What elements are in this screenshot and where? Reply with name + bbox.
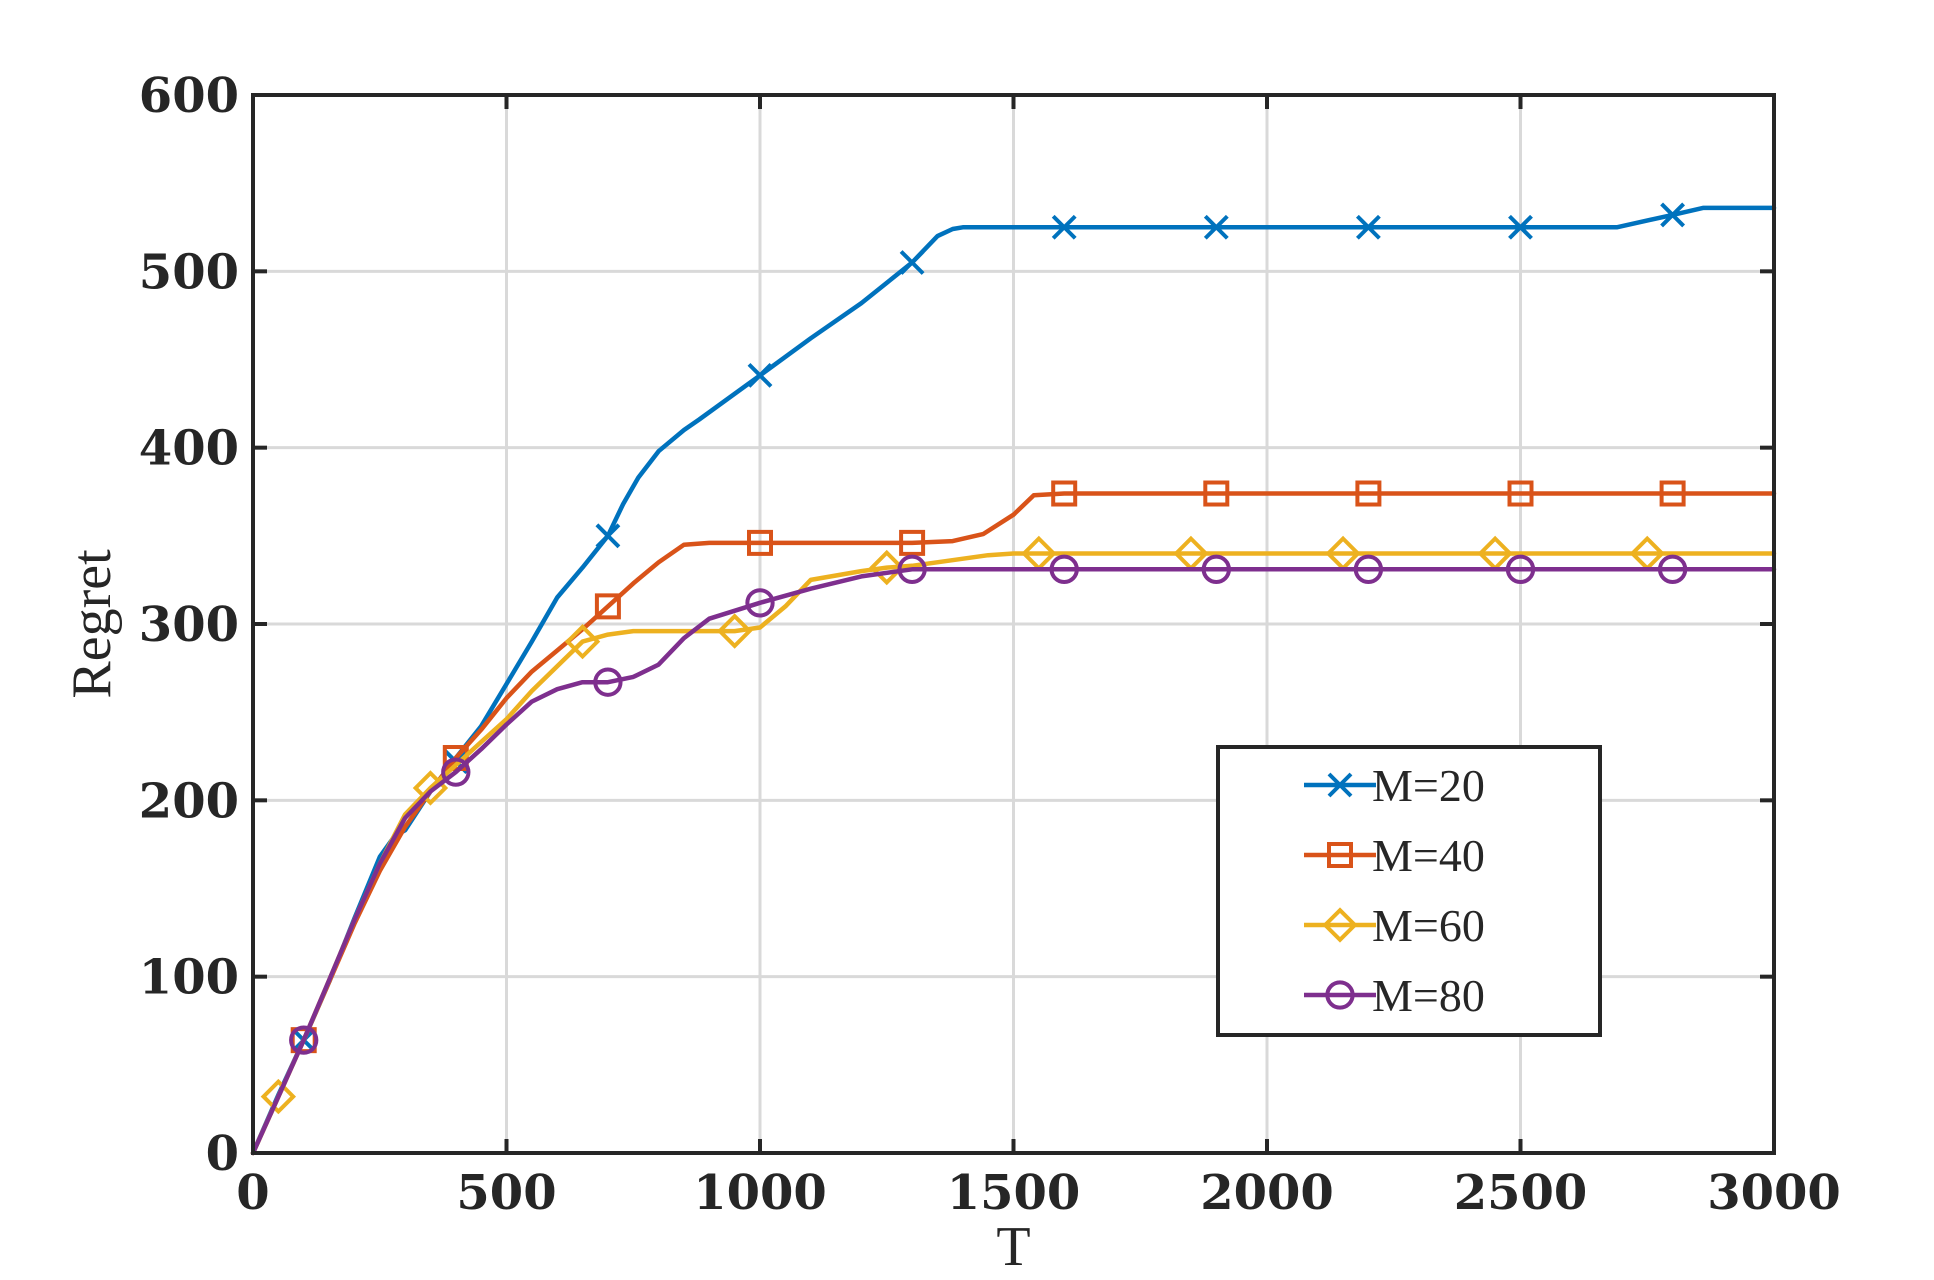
y-tick-label: 600 — [139, 68, 239, 124]
series-marker — [1049, 554, 1079, 584]
x-axis-label: T — [996, 1216, 1030, 1278]
y-tick-label: 100 — [139, 950, 239, 1006]
series-marker — [289, 1025, 319, 1055]
series-marker — [897, 554, 927, 584]
y-axis-label: Regret — [61, 549, 123, 699]
legend-marker-swatch — [1327, 842, 1353, 868]
x-tick-label: 500 — [456, 1165, 556, 1221]
legend-label: M=80 — [1372, 970, 1485, 1021]
series-marker — [899, 529, 926, 556]
series-marker — [1201, 554, 1231, 584]
series-marker — [1659, 480, 1686, 507]
legend-label: M=60 — [1372, 900, 1485, 951]
series-line — [250, 567, 1777, 1156]
series-marker — [564, 623, 601, 660]
series-marker — [716, 613, 753, 649]
series-line — [250, 491, 1777, 1156]
y-tick-label: 300 — [139, 597, 239, 653]
legend-label: M=40 — [1372, 830, 1485, 881]
series-marker — [1051, 480, 1078, 507]
series-marker — [1203, 214, 1229, 240]
series-marker — [1657, 554, 1688, 584]
legend-marker-swatch — [1327, 772, 1353, 798]
series-marker — [1355, 214, 1381, 240]
legend-marker-swatch — [1322, 907, 1358, 943]
series-marker — [869, 549, 905, 586]
y-tick-label: 500 — [139, 244, 239, 300]
x-tick-label: 1000 — [693, 1165, 827, 1221]
series-marker — [594, 593, 621, 620]
y-tick-label: 400 — [139, 421, 239, 477]
plot-series — [250, 202, 1777, 1156]
legend-label: M=20 — [1372, 760, 1485, 811]
series-marker — [1355, 480, 1382, 507]
series-marker — [899, 250, 925, 275]
legend-entries: M=20 M=40 M=60 M=80 — [1304, 760, 1485, 1021]
series-marker — [1660, 202, 1686, 228]
legend-item: M=20 — [1304, 760, 1485, 811]
x-tick-label: 2500 — [1454, 1165, 1588, 1221]
series-marker — [747, 529, 773, 556]
series-marker — [1507, 480, 1534, 507]
legend-box — [1216, 745, 1602, 1037]
series-marker — [260, 1078, 297, 1115]
x-tick-label: 3000 — [1707, 1165, 1841, 1221]
x-tick-label: 2000 — [1200, 1165, 1334, 1221]
series-marker — [1353, 554, 1384, 584]
legend-marker-swatch — [1325, 980, 1355, 1010]
series-marker — [441, 757, 471, 787]
series-marker — [1508, 214, 1533, 240]
series-M=80 — [250, 554, 1777, 1156]
legend: M=20 M=40 M=60 M=80 — [1216, 745, 1602, 1037]
legend-item: M=80 — [1304, 970, 1485, 1021]
axis-ticks: 0 500 1000 1500 2000 2500 3000 0 100 200 300 400 500… — [139, 68, 1841, 1221]
series-marker — [1203, 480, 1230, 507]
series-marker — [747, 362, 773, 388]
series-marker — [745, 588, 775, 618]
series-marker — [1505, 554, 1536, 584]
y-tick-label: 200 — [139, 773, 239, 829]
legend-item: M=60 — [1304, 900, 1485, 951]
legend-item: M=40 — [1304, 830, 1485, 881]
x-tick-label: 1500 — [947, 1165, 1081, 1221]
x-tick-label: 0 — [236, 1165, 269, 1221]
series-marker — [1051, 214, 1077, 240]
y-tick-label: 0 — [206, 1126, 239, 1182]
series-marker — [593, 667, 623, 697]
series-marker — [595, 523, 621, 549]
